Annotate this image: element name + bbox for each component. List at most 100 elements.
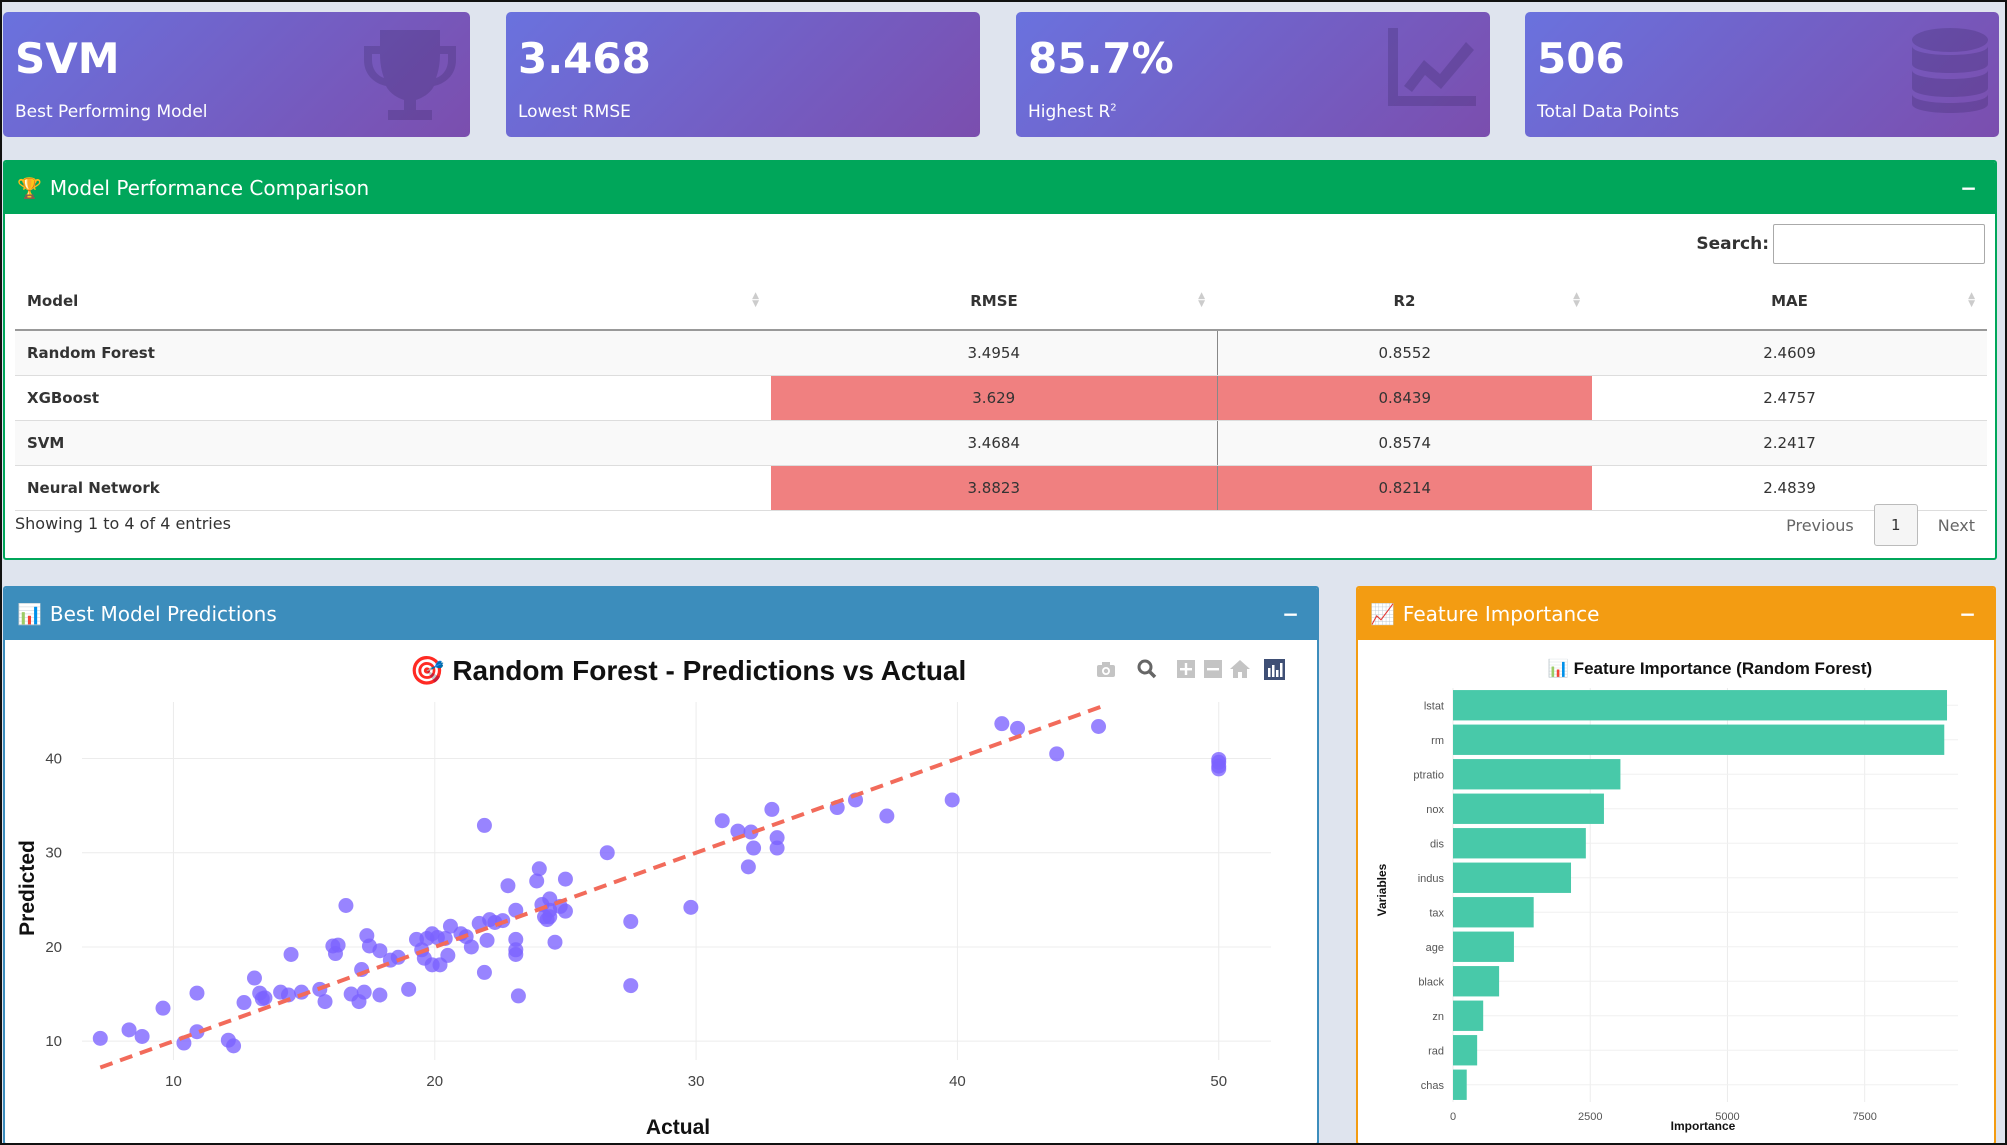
feature-bar[interactable] xyxy=(1453,897,1534,928)
scatter-point[interactable] xyxy=(994,716,1010,732)
y-tick-label: chas xyxy=(1421,1080,1445,1092)
scatter-point[interactable] xyxy=(623,914,639,930)
home-icon[interactable] xyxy=(1230,660,1250,678)
x-tick-label: 2500 xyxy=(1578,1111,1602,1123)
scatter-point[interactable] xyxy=(226,1038,242,1054)
bar-y-axis-label: Variables xyxy=(1375,863,1389,916)
scatter-point[interactable] xyxy=(92,1030,108,1046)
scatter-point[interactable] xyxy=(944,792,960,808)
scatter-chart[interactable]: 🎯 Random Forest - Predictions vs Actual … xyxy=(5,640,1317,1145)
performance-header: 🏆 Model Performance Comparison xyxy=(5,162,1995,214)
previous-button[interactable]: Previous xyxy=(1786,515,1854,535)
scatter-point[interactable] xyxy=(547,934,563,950)
scatter-point[interactable] xyxy=(542,909,558,925)
table-info: Showing 1 to 4 of 4 entries xyxy=(15,514,231,533)
scatter-point[interactable] xyxy=(714,813,730,829)
feature-bar[interactable] xyxy=(1453,690,1948,721)
scatter-point[interactable] xyxy=(764,801,780,817)
zoom-out-icon[interactable] xyxy=(1204,660,1222,678)
plotly-logo-icon[interactable] xyxy=(1264,659,1285,680)
predictions-collapse-button[interactable]: − xyxy=(1282,602,1299,626)
scatter-point[interactable] xyxy=(476,964,492,980)
scatter-point[interactable] xyxy=(557,871,573,887)
feature-bar[interactable] xyxy=(1453,724,1945,755)
scatter-point[interactable] xyxy=(442,918,458,934)
zoom-in-icon[interactable] xyxy=(1177,660,1195,678)
scatter-point[interactable] xyxy=(531,861,547,877)
scatter-point[interactable] xyxy=(440,947,456,963)
table-row[interactable]: SVM 3.4684 0.8574 2.2417 xyxy=(15,420,1987,466)
scatter-point[interactable] xyxy=(508,902,524,918)
scatter-point[interactable] xyxy=(189,985,205,1001)
scatter-point[interactable] xyxy=(529,873,545,889)
predictions-box: 📊 Best Model Predictions − 🎯 Random Fore… xyxy=(3,586,1319,1145)
scatter-point[interactable] xyxy=(508,931,524,947)
scatter-point[interactable] xyxy=(330,937,346,953)
scatter-point[interactable] xyxy=(372,987,388,1003)
scatter-point[interactable] xyxy=(401,981,417,997)
scatter-point[interactable] xyxy=(769,840,785,856)
feature-bar[interactable] xyxy=(1453,793,1604,824)
scatter-point[interactable] xyxy=(743,824,759,840)
feature-bar[interactable] xyxy=(1453,862,1572,893)
table-row[interactable]: Random Forest 3.4954 0.8552 2.4609 xyxy=(15,330,1987,376)
feature-importance-collapse-button[interactable]: − xyxy=(1959,602,1976,626)
scatter-point[interactable] xyxy=(437,930,453,946)
scatter-point[interactable] xyxy=(257,990,273,1006)
scatter-point[interactable] xyxy=(1049,746,1065,762)
zoom-icon[interactable] xyxy=(1137,659,1157,679)
scatter-point[interactable] xyxy=(769,830,785,846)
scatter-point[interactable] xyxy=(476,817,492,833)
scatter-point[interactable] xyxy=(500,878,516,894)
feature-bar[interactable] xyxy=(1453,1000,1484,1031)
scatter-point[interactable] xyxy=(879,808,895,824)
performance-collapse-button[interactable]: − xyxy=(1960,176,1977,200)
scatter-point[interactable] xyxy=(1211,761,1227,777)
feature-bar[interactable] xyxy=(1453,759,1621,790)
scatter-point[interactable] xyxy=(246,970,262,986)
column-header-mae[interactable]: MAE ▲ ▼ xyxy=(1592,272,1987,331)
bar-x-axis-label: Importance xyxy=(1671,1119,1736,1133)
scatter-point[interactable] xyxy=(1010,720,1026,736)
scatter-point[interactable] xyxy=(510,988,526,1004)
scatter-point[interactable] xyxy=(338,897,354,913)
scatter-point[interactable] xyxy=(508,942,524,958)
feature-bar[interactable] xyxy=(1453,828,1586,859)
scatter-point[interactable] xyxy=(740,859,756,875)
scatter-point[interactable] xyxy=(134,1028,150,1044)
scatter-point[interactable] xyxy=(189,1024,205,1040)
column-header-rmse[interactable]: RMSE ▲ ▼ xyxy=(771,272,1217,331)
scatter-point[interactable] xyxy=(236,995,252,1011)
y-tick-label: lstat xyxy=(1424,700,1444,712)
column-header-r2[interactable]: R2 ▲ ▼ xyxy=(1217,272,1592,331)
scatter-point[interactable] xyxy=(542,891,558,907)
column-header-model[interactable]: Model ▲ ▼ xyxy=(15,272,771,331)
table-row[interactable]: Neural Network 3.8823 0.8214 2.4839 xyxy=(15,465,1987,511)
scatter-point[interactable] xyxy=(623,978,639,994)
next-button[interactable]: Next xyxy=(1937,515,1975,535)
feature-bar[interactable] xyxy=(1453,931,1514,962)
scatter-point[interactable] xyxy=(746,840,762,856)
scatter-point[interactable] xyxy=(155,1000,171,1016)
feature-bar[interactable] xyxy=(1453,1069,1467,1100)
scatter-point[interactable] xyxy=(557,903,573,919)
scatter-point[interactable] xyxy=(1091,718,1107,734)
scatter-point[interactable] xyxy=(317,994,333,1010)
scatter-point[interactable] xyxy=(390,949,406,965)
scatter-point[interactable] xyxy=(463,939,479,955)
y-axis-label: Predicted xyxy=(16,840,39,936)
scatter-point[interactable] xyxy=(280,987,296,1003)
search-input[interactable] xyxy=(1773,224,1985,264)
scatter-point[interactable] xyxy=(121,1022,137,1038)
feature-bar[interactable] xyxy=(1453,966,1500,997)
scatter-point[interactable] xyxy=(356,984,372,1000)
scatter-point[interactable] xyxy=(372,943,388,959)
scatter-point[interactable] xyxy=(479,932,495,948)
scatter-point[interactable] xyxy=(683,899,699,915)
camera-icon[interactable] xyxy=(1097,662,1115,677)
scatter-point[interactable] xyxy=(283,946,299,962)
table-row[interactable]: XGBoost 3.629 0.8439 2.4757 xyxy=(15,375,1987,421)
page-1-button[interactable]: 1 xyxy=(1873,504,1918,546)
scatter-point[interactable] xyxy=(599,845,615,861)
feature-bar[interactable] xyxy=(1453,1035,1478,1066)
